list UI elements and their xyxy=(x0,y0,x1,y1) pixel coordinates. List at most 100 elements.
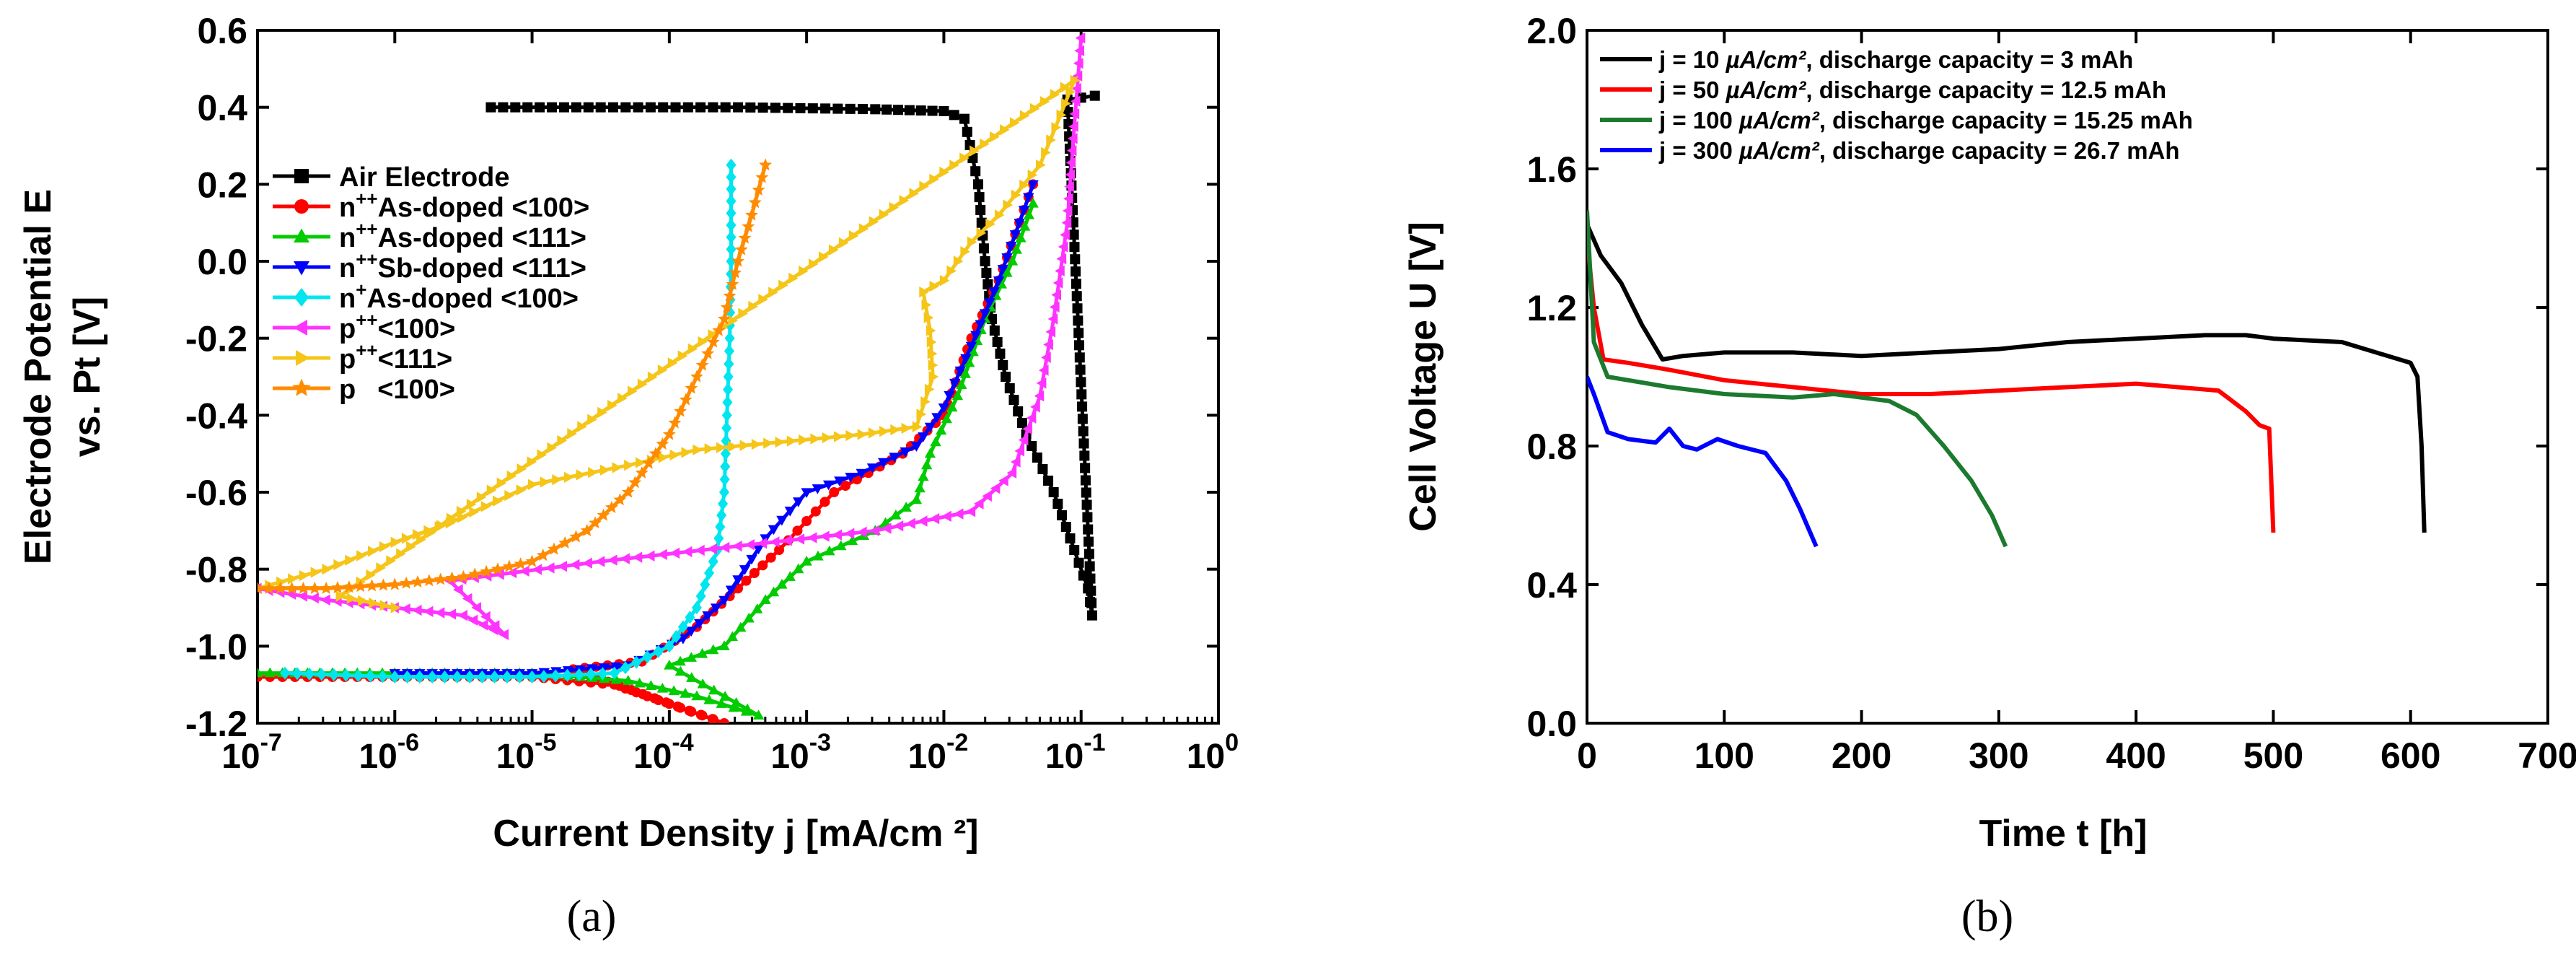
panel-a-point xyxy=(726,182,737,196)
panel-a-point xyxy=(768,525,780,536)
panel-a-point xyxy=(997,265,1008,275)
panel-a-point xyxy=(1009,117,1020,128)
panel-a-legend-marker xyxy=(294,199,309,214)
panel-a-point xyxy=(598,663,610,673)
panel-a-point xyxy=(890,424,900,436)
panel-a-legend-label: n+As-doped <100> xyxy=(339,279,579,314)
panel-a-point xyxy=(739,440,750,451)
panel-a-point xyxy=(710,603,722,614)
panel-a-point xyxy=(1077,414,1088,424)
panel-a-point xyxy=(723,370,734,384)
panel-a-point xyxy=(580,523,594,536)
panel-a-point xyxy=(719,473,730,486)
panel-a-point xyxy=(1060,97,1071,110)
panel-a-point xyxy=(478,619,488,631)
panel-a-point xyxy=(1063,193,1073,205)
panel-a-x-tick-label: 10-7 xyxy=(221,729,282,776)
panel-a-point xyxy=(1073,328,1084,338)
panel-a-legend-label: p++<111> xyxy=(339,339,452,375)
panel-a-x-tick-label: 10-4 xyxy=(633,729,694,776)
panel-a-point xyxy=(702,611,713,621)
panel-a-point xyxy=(828,244,839,255)
panel-a-legend-entry: p <100> xyxy=(273,375,455,405)
panel-a-point xyxy=(720,460,731,473)
panel-a-point xyxy=(477,670,488,684)
panel-a-x-tick-label: 10-1 xyxy=(1045,729,1106,776)
panel-a-point xyxy=(953,508,964,520)
panel-a-point xyxy=(1078,426,1089,437)
panel-a-point xyxy=(939,166,949,178)
panel-b-legend-label: j = 10 µA/cm², discharge capacity = 3 mA… xyxy=(1658,46,2133,73)
panel-a-point xyxy=(310,567,321,578)
panel-a-point xyxy=(1043,476,1054,486)
panel-a-point xyxy=(801,516,812,526)
panel-a-point xyxy=(975,204,986,215)
panel-a-point xyxy=(535,102,545,113)
panel-a-point xyxy=(829,487,840,497)
panel-a-point xyxy=(1027,441,1037,451)
panel-b-line-j-10 xyxy=(1587,223,2427,533)
panel-a-point xyxy=(642,456,656,469)
panel-a-point xyxy=(1011,243,1022,254)
panel-a-point xyxy=(379,600,390,611)
panel-a-point xyxy=(724,357,734,371)
panel-b-y-tick-label: 0.4 xyxy=(1526,565,1577,606)
panel-a-point xyxy=(988,287,1000,297)
panel-a-point xyxy=(845,103,856,114)
panel-a-point xyxy=(881,523,892,534)
panel-a-point xyxy=(765,552,776,563)
panel-a-point xyxy=(636,457,646,468)
panel-b-ylabel: Cell Voltage U [V] xyxy=(1402,222,1444,532)
panel-a-point xyxy=(718,640,730,650)
panel-a-point xyxy=(929,512,940,525)
panel-b-x-tick-label: 700 xyxy=(2518,735,2576,776)
panel-a-point xyxy=(328,668,339,682)
panel-a-point xyxy=(715,520,726,534)
panel-a-point xyxy=(644,550,655,561)
panel-b-series xyxy=(1587,210,2427,548)
panel-a-point xyxy=(956,379,967,390)
panel-a-point xyxy=(287,573,298,585)
panel-a-point xyxy=(1068,230,1079,240)
panel-a-point xyxy=(605,500,618,513)
panel-a-point xyxy=(1006,467,1017,479)
panel-a-point xyxy=(1071,279,1081,289)
panel-a-point xyxy=(962,126,972,137)
panel-a-point xyxy=(582,557,592,569)
panel-a-point xyxy=(1001,372,1011,382)
panel-a-point xyxy=(695,102,706,113)
panel-a-point xyxy=(938,403,950,414)
panel-a-point xyxy=(720,300,734,313)
panel-a-point xyxy=(982,490,992,502)
panel-a-point xyxy=(527,478,538,491)
panel-a-point xyxy=(587,414,597,425)
panel-a-point xyxy=(1074,352,1085,363)
panel-a-point xyxy=(589,516,602,529)
panel-a-point xyxy=(775,436,786,448)
panel-a-point xyxy=(704,566,715,580)
panel-a-point xyxy=(586,664,598,675)
panel-a-point xyxy=(258,667,263,678)
panel-a-point xyxy=(514,670,525,684)
panel-a-point xyxy=(768,586,780,597)
panel-a-point xyxy=(857,429,868,440)
panel-a-point xyxy=(386,555,396,567)
panel-a-legend-entry: n++As-doped <111> xyxy=(273,218,586,253)
panel-a-point xyxy=(783,102,794,113)
panel-a-ylabel-line2: vs. Pt [V] xyxy=(66,297,108,458)
panel-a-point xyxy=(801,488,812,499)
panel-a-x-tick-label: 10-3 xyxy=(770,729,831,776)
panel-a-point xyxy=(452,670,462,684)
panel-a-point xyxy=(1086,610,1097,621)
panel-a-point xyxy=(308,581,322,594)
panel-a-point xyxy=(335,590,346,602)
panel-a-point xyxy=(1070,254,1081,265)
panel-a-point xyxy=(778,279,788,291)
panel-a-point xyxy=(467,614,478,626)
panel-a-point xyxy=(749,568,760,578)
panel-a-point xyxy=(365,579,379,592)
panel-a-point xyxy=(941,413,952,424)
panel-a-point xyxy=(1060,82,1071,93)
panel-a-point xyxy=(818,251,829,263)
